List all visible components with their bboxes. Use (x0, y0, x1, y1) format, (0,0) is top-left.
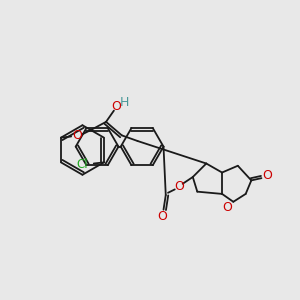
Text: O: O (262, 169, 272, 182)
Text: O: O (111, 100, 121, 112)
Text: Cl: Cl (77, 158, 88, 171)
Text: H: H (119, 96, 129, 109)
Text: O: O (223, 201, 232, 214)
Text: O: O (158, 210, 167, 223)
Text: O: O (174, 179, 184, 193)
Text: O: O (72, 129, 82, 142)
